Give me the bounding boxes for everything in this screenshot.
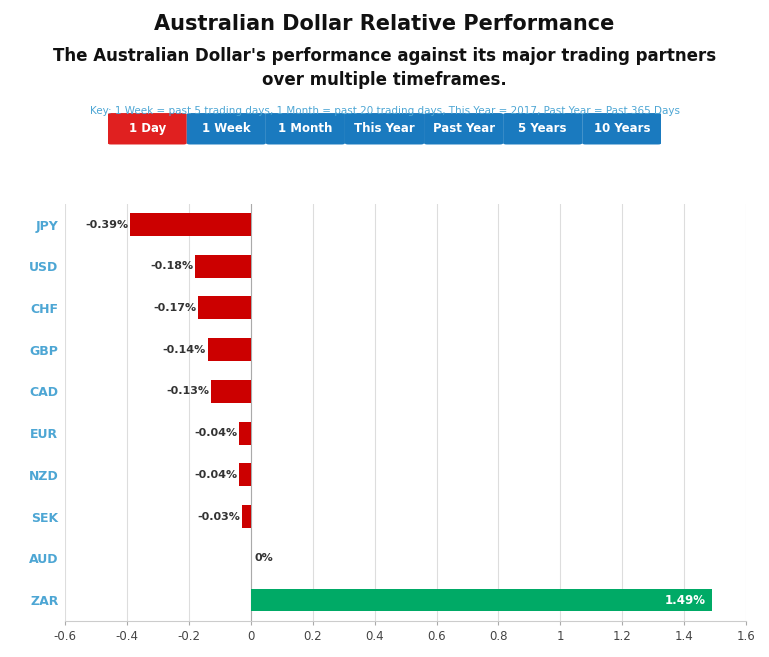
Text: 1 Day: 1 Day [128, 122, 166, 135]
FancyBboxPatch shape [503, 113, 582, 145]
FancyBboxPatch shape [187, 113, 266, 145]
Bar [238, 422, 251, 445]
Text: 1 Month: 1 Month [278, 122, 332, 135]
Bar [211, 380, 251, 403]
Text: 1.49%: 1.49% [664, 593, 706, 606]
Text: -0.18%: -0.18% [151, 261, 194, 271]
FancyBboxPatch shape [108, 113, 187, 145]
Text: -0.04%: -0.04% [194, 470, 237, 480]
Text: -0.14%: -0.14% [163, 345, 206, 355]
Bar [195, 255, 251, 278]
Text: vs G10: vs G10 [350, 160, 419, 178]
Text: Australian Dollar Relative Performance: Australian Dollar Relative Performance [155, 14, 614, 34]
Bar [130, 213, 251, 236]
Text: -0.13%: -0.13% [166, 386, 209, 396]
Text: 5 Years: 5 Years [518, 122, 567, 135]
FancyBboxPatch shape [424, 113, 503, 145]
Text: -0.17%: -0.17% [154, 303, 197, 313]
Text: -0.03%: -0.03% [198, 512, 240, 522]
Text: 1 Week: 1 Week [202, 122, 251, 135]
Bar [241, 505, 251, 528]
Text: This Year: This Year [355, 122, 414, 135]
Text: Key: 1 Week = past 5 trading days, 1 Month = past 20 trading days, This Year = 2: Key: 1 Week = past 5 trading days, 1 Mon… [89, 106, 680, 116]
Text: -0.39%: -0.39% [85, 219, 128, 229]
Text: 0%: 0% [255, 553, 274, 563]
Text: 10 Years: 10 Years [594, 122, 650, 135]
Text: Past Year: Past Year [432, 122, 494, 135]
Bar [198, 296, 251, 319]
FancyBboxPatch shape [345, 113, 424, 145]
Bar [208, 338, 251, 361]
FancyBboxPatch shape [266, 113, 345, 145]
FancyBboxPatch shape [582, 113, 661, 145]
Text: The Australian Dollar's performance against its major trading partners
over mult: The Australian Dollar's performance agai… [53, 47, 716, 89]
Text: -0.04%: -0.04% [194, 428, 237, 438]
Bar [238, 463, 251, 486]
Bar [251, 589, 712, 612]
